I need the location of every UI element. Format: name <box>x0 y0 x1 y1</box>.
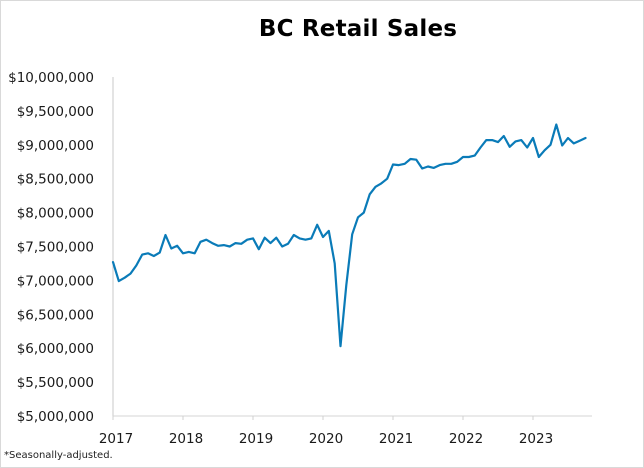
x-tick-label: 2022 <box>449 431 483 447</box>
x-tick-label: 2017 <box>99 431 133 447</box>
y-tick-label: $5,500,000 <box>17 375 94 391</box>
y-tick-label: $6,500,000 <box>17 307 94 323</box>
x-tick-label: 2018 <box>169 431 203 447</box>
series-line-bc-retail-sales <box>111 123 587 348</box>
y-tick-label: $9,000,000 <box>17 138 94 154</box>
x-tick-label: 2023 <box>519 431 553 447</box>
x-tick-label: 2021 <box>379 431 413 447</box>
y-tick-label: $7,500,000 <box>17 240 94 256</box>
x-axis: 2017 2018 2019 2020 2021 2022 2023 <box>99 415 592 447</box>
y-axis: $10,000,000 $9,500,000 $9,000,000 $8,500,00… <box>8 70 114 425</box>
y-tick-label: $10,000,000 <box>8 70 94 86</box>
y-tick-label: $7,000,000 <box>17 273 94 289</box>
chart-title: BC Retail Sales <box>258 16 458 42</box>
y-tick-label: $9,500,000 <box>17 104 94 120</box>
y-tick-label: $5,000,000 <box>17 409 94 425</box>
y-tick-label: $8,500,000 <box>17 172 94 188</box>
footnote: *Seasonally-adjusted. <box>4 450 113 461</box>
x-tick-label: 2020 <box>309 431 343 447</box>
y-tick-label: $8,000,000 <box>17 206 94 222</box>
y-tick-label: $6,000,000 <box>17 341 94 357</box>
x-tick-label: 2019 <box>239 431 273 447</box>
